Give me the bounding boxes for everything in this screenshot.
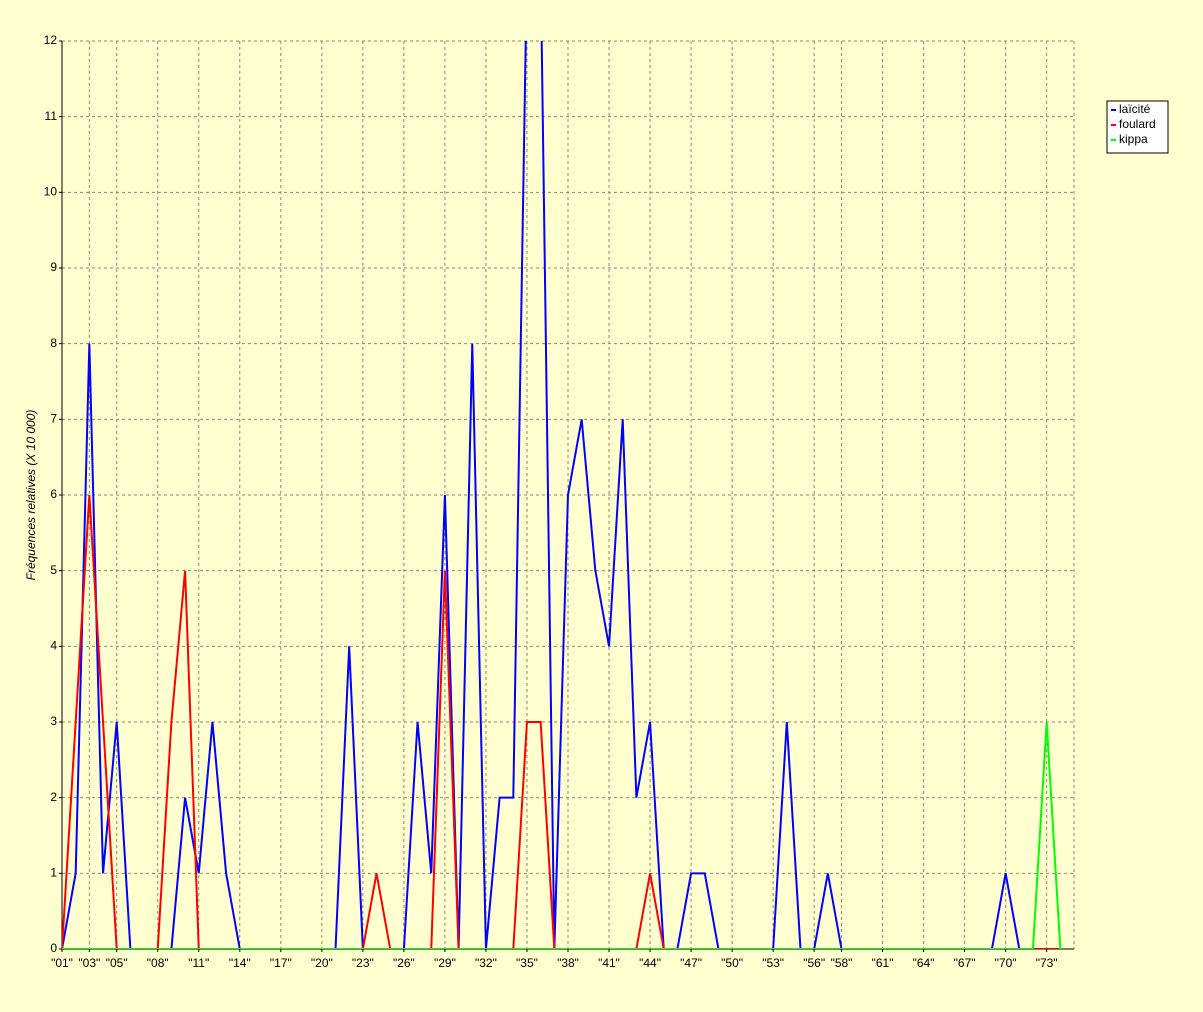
- y-tick-label: 9: [50, 260, 57, 274]
- x-tick-label: "08": [147, 956, 169, 970]
- x-tick-label: "11": [188, 956, 209, 970]
- x-tick-label: "56": [803, 956, 825, 970]
- y-tick-label: 8: [50, 336, 57, 350]
- x-tick-label: "47": [680, 956, 702, 970]
- x-tick-label: "44": [639, 956, 661, 970]
- legend-label: foulard: [1119, 117, 1156, 131]
- y-tick-label: 0: [50, 941, 57, 955]
- y-tick-label: 5: [50, 563, 57, 577]
- x-tick-label: "53": [762, 956, 784, 970]
- x-tick-label: "67": [954, 956, 976, 970]
- x-tick-label: "26": [393, 956, 415, 970]
- x-tick-label: "58": [831, 956, 853, 970]
- y-tick-label: 7: [50, 412, 57, 426]
- x-tick-label: "73": [1036, 956, 1058, 970]
- x-tick-label: "41": [598, 956, 620, 970]
- plot-area: [62, 41, 1062, 949]
- y-tick-label: 12: [44, 33, 58, 47]
- x-tick-label: "14": [229, 956, 251, 970]
- x-tick-label: "61": [872, 956, 894, 970]
- x-tick-label: "70": [995, 956, 1017, 970]
- x-tick-label: "38": [557, 956, 579, 970]
- x-tick-label: "32": [475, 956, 497, 970]
- x-tick-label: "23": [352, 956, 374, 970]
- x-tick-label: "01": [51, 956, 73, 970]
- y-tick-label: 2: [50, 790, 57, 804]
- x-tick-label: "64": [913, 956, 935, 970]
- y-tick-label: 6: [50, 487, 57, 501]
- x-tick-label: "50": [721, 956, 743, 970]
- legend-label: kippa: [1119, 132, 1148, 146]
- x-tick-label: "29": [434, 956, 456, 970]
- x-tick-label: "05": [106, 956, 128, 970]
- y-tick-label: 4: [50, 639, 57, 653]
- y-axis-label: Fréquences relatives (X 10 000): [24, 410, 38, 581]
- x-tick-label: "20": [311, 956, 333, 970]
- y-tick-label: 1: [50, 866, 57, 880]
- y-tick-label: 10: [44, 185, 58, 199]
- series-line: [62, 41, 1061, 949]
- x-tick-label: "03": [78, 956, 100, 970]
- x-tick-label: "17": [270, 956, 292, 970]
- y-tick-label: 3: [50, 714, 57, 728]
- legend-label: laïcité: [1119, 102, 1151, 116]
- legend-box: [1106, 100, 1169, 154]
- y-tick-label: 11: [45, 109, 58, 123]
- x-tick-label: "35": [516, 956, 538, 970]
